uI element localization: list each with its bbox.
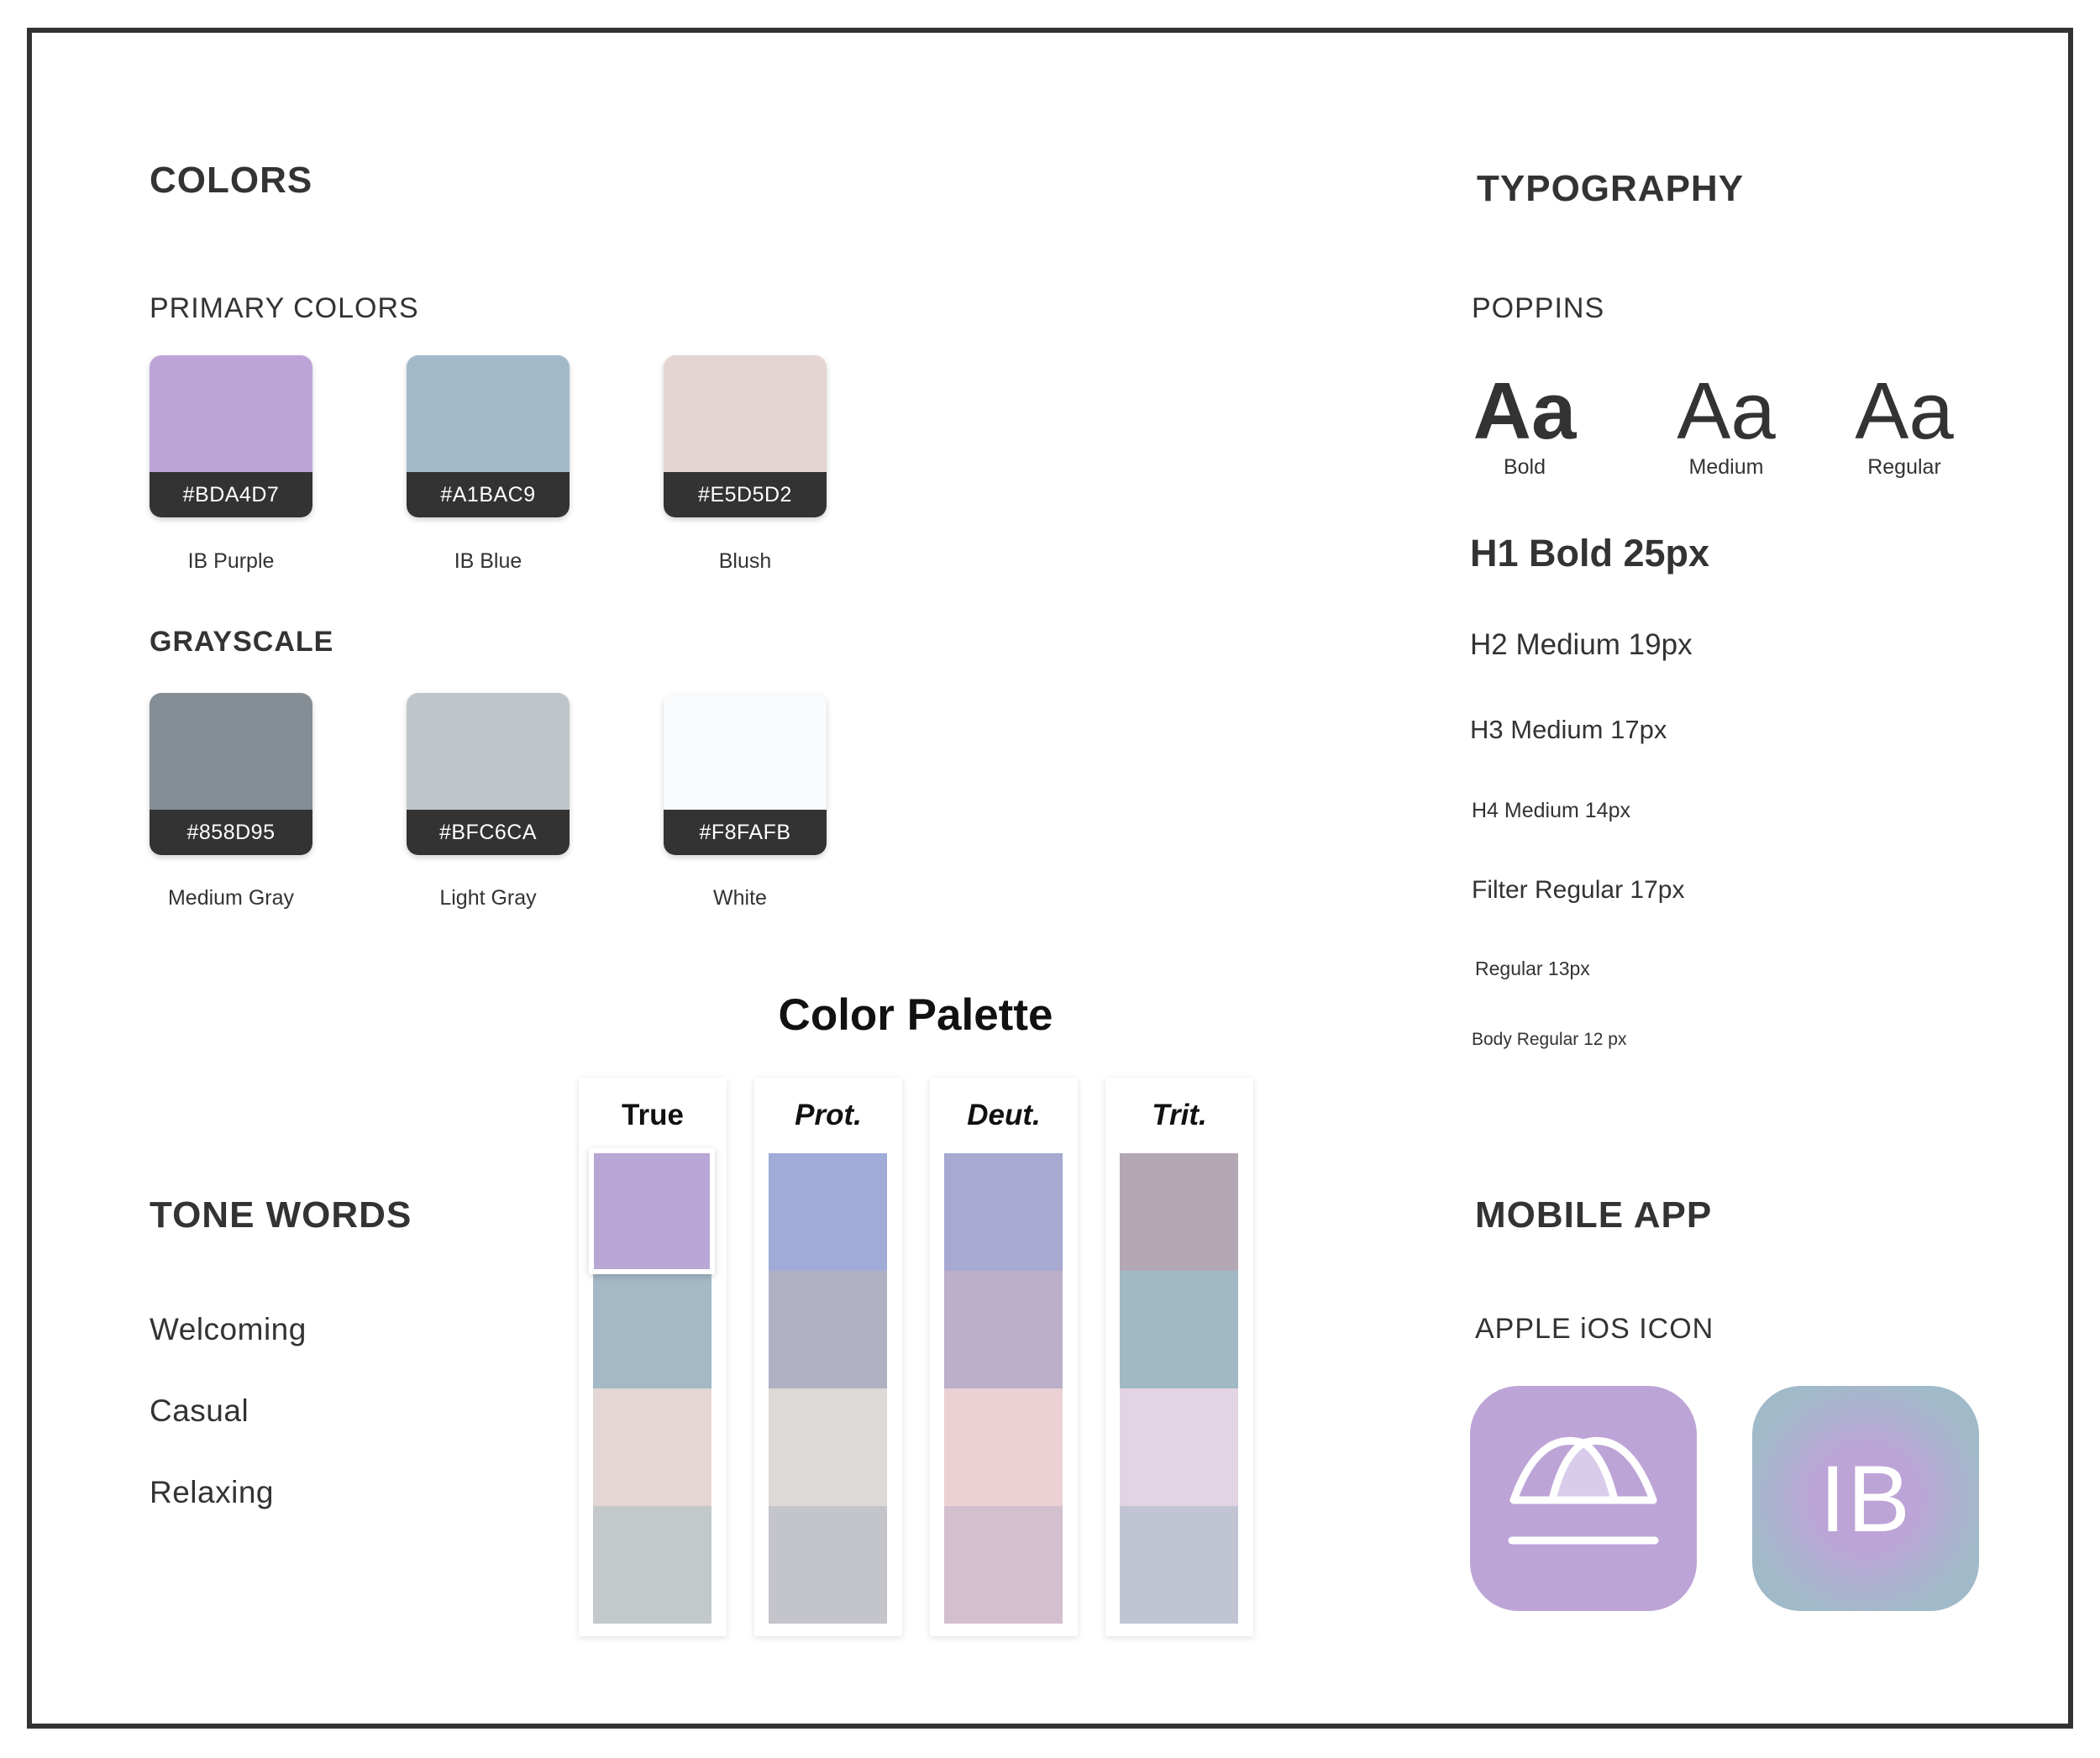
type-style-body: Body Regular 12 px — [1472, 1030, 1627, 1049]
swatch-chip — [664, 355, 827, 472]
swatch-name: Medium Gray — [167, 886, 295, 910]
palette-cell — [944, 1271, 1063, 1388]
swatch-name: Light Gray — [439, 886, 537, 910]
font-sample-label: Medium — [1688, 455, 1764, 479]
type-style-filter: Filter Regular 17px — [1472, 876, 1685, 904]
palette-cell — [593, 1388, 711, 1506]
swatch-name: Blush — [718, 549, 772, 573]
palette-column-trit: Trit. — [1105, 1078, 1253, 1636]
ios-icon-title: APPLE iOS ICON — [1475, 1313, 1714, 1345]
palette-cell — [769, 1153, 887, 1271]
palette-cell — [944, 1388, 1063, 1506]
monogram-text: IB — [1819, 1446, 1912, 1551]
palette-cell — [1120, 1388, 1238, 1506]
font-name: POPPINS — [1472, 292, 1605, 324]
palette-column-prot: Prot. — [754, 1078, 902, 1636]
font-sample-glyph: Aa — [1855, 366, 1954, 456]
palette-cell — [593, 1271, 711, 1388]
font-sample-glyph: Aa — [1677, 366, 1776, 456]
swatch-light-gray: #BFC6CA — [407, 693, 570, 855]
font-sample-regular: Aa Regular — [1833, 370, 1976, 480]
palette-column-label: Prot. — [795, 1099, 862, 1131]
font-sample-glyph: Aa — [1473, 366, 1577, 456]
swatch-hex: #A1BAC9 — [407, 472, 570, 517]
palette-cell — [769, 1271, 887, 1388]
swatch-name: White — [713, 886, 767, 910]
swatch-medium-gray: #858D95 — [150, 693, 312, 855]
swatch-chip — [150, 693, 312, 810]
type-style-h2: H2 Medium 19px — [1470, 628, 1693, 661]
swatch-ib-purple: #BDA4D7 — [150, 355, 312, 517]
palette-cell — [944, 1153, 1063, 1271]
palette-column-label: True — [622, 1099, 684, 1131]
font-sample-label: Bold — [1503, 455, 1546, 479]
type-style-regular: Regular 13px — [1475, 958, 1590, 979]
palette-cell — [1120, 1271, 1238, 1388]
palette-title: Color Palette — [778, 990, 1053, 1040]
swatch-chip — [407, 355, 570, 472]
palette-cell — [1120, 1506, 1238, 1624]
swatch-chip — [407, 693, 570, 810]
palette-cell — [944, 1506, 1063, 1624]
swatch-hex: #F8FAFB — [664, 810, 827, 855]
palette-cell-selected — [589, 1148, 715, 1274]
tone-word: Casual — [150, 1393, 249, 1428]
palette-cell — [769, 1388, 887, 1506]
app-icon-logo — [1470, 1386, 1697, 1611]
mobile-app-title: MOBILE APP — [1475, 1194, 1713, 1236]
palette-column-true: True — [579, 1078, 727, 1636]
font-sample-medium: Aa Medium — [1655, 370, 1798, 480]
colors-title: COLORS — [150, 160, 313, 201]
type-style-h3: H3 Medium 17px — [1470, 715, 1667, 744]
font-sample-bold: Aa Bold — [1453, 370, 1596, 480]
type-style-h4: H4 Medium 14px — [1472, 799, 1630, 822]
palette-column-deut: Deut. — [930, 1078, 1078, 1636]
palette-cell — [769, 1506, 887, 1624]
swatch-hex: #E5D5D2 — [664, 472, 827, 517]
tone-word: Relaxing — [150, 1475, 274, 1509]
palette-cell — [593, 1506, 711, 1624]
typography-title: TYPOGRAPHY — [1477, 168, 1745, 209]
swatch-hex: #BDA4D7 — [150, 472, 312, 517]
swatch-hex: #858D95 — [150, 810, 312, 855]
type-style-h1: H1 Bold 25px — [1470, 532, 1710, 575]
app-icon-monogram: IB — [1752, 1386, 1979, 1611]
swatch-name: IB Blue — [454, 549, 522, 573]
font-sample-label: Regular — [1867, 455, 1941, 479]
swatch-name: IB Purple — [187, 549, 275, 573]
palette-cell — [1120, 1153, 1238, 1271]
swatch-chip — [150, 355, 312, 472]
grayscale-title: GRAYSCALE — [150, 626, 334, 658]
swatch-blush: #E5D5D2 — [664, 355, 827, 517]
palette-column-label: Deut. — [967, 1099, 1041, 1131]
primary-colors-title: PRIMARY COLORS — [150, 292, 419, 324]
swatch-hex: #BFC6CA — [407, 810, 570, 855]
tone-words-title: TONE WORDS — [150, 1194, 412, 1236]
tone-word: Welcoming — [150, 1312, 307, 1346]
swatch-white: #F8FAFB — [664, 693, 827, 855]
board-frame — [27, 28, 2073, 1729]
swatch-chip — [664, 693, 827, 810]
swatch-ib-blue: #A1BAC9 — [407, 355, 570, 517]
palette-column-label: Trit. — [1152, 1099, 1207, 1131]
umbrella-logo-icon — [1508, 1436, 1659, 1545]
